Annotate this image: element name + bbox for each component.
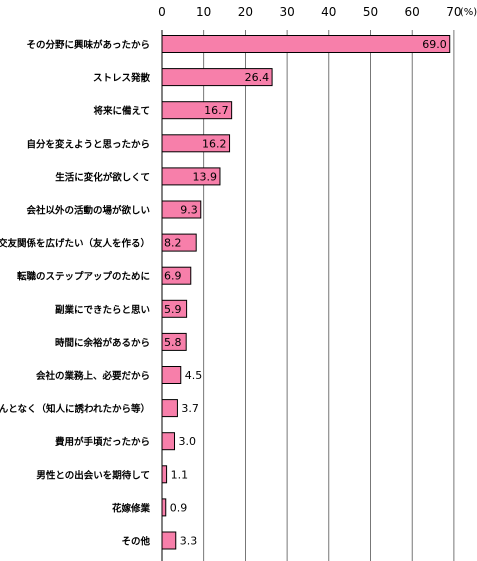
category-label: 副業にできたらと思い [55,304,150,316]
category-label: 会社以外の活動の場が欲しい [26,205,150,217]
value-label: 5.9 [164,303,182,316]
category-label: 交友関係を広げたい（友人を作る） [0,238,150,250]
bar [161,366,182,384]
unit-label: (%) [460,7,477,18]
category-labels: その分野に興味があったからストレス発散将来に備えて自分を変えようと思ったから生活… [0,39,150,548]
value-label: 3.3 [180,535,198,548]
value-label: 69.0 [422,38,447,51]
bar [161,531,177,550]
bar [161,35,451,53]
x-tick-label: 10 [196,5,211,19]
bars [161,35,451,550]
value-label: 16.2 [202,137,227,150]
gridlines [203,30,455,561]
value-label: 3.7 [181,402,199,415]
value-label: 9.3 [180,204,198,217]
bar [161,432,176,451]
category-label: 転職のステップアップのために [17,271,150,283]
category-label: 時間に余裕があるから [55,337,150,349]
value-label: 26.4 [245,71,270,84]
value-label: 6.9 [164,270,182,283]
value-label: 3.0 [179,435,197,448]
category-label: 自分を変えようと思ったから [26,138,150,150]
category-label: その他 [121,536,150,548]
value-label: 16.7 [204,104,229,117]
category-label: 生活に変化が欲しくて [55,171,150,183]
bar [161,465,168,484]
category-label: 費用が手頃だったから [55,436,150,448]
x-axis-ticks: 0 10 20 30 40 50 60 70 [158,5,461,19]
category-label: 男性との出会いを期待して [36,469,150,481]
bar [161,498,167,517]
category-label: 花嫁修業 [112,502,151,514]
category-label: 将来に備えて [93,105,150,117]
x-tick-label: 60 [405,5,420,19]
value-label: 0.9 [170,501,188,514]
x-tick-label: 30 [279,5,294,19]
value-label: 13.9 [192,170,217,183]
category-label: その分野に興味があったから [26,39,150,51]
x-tick-label: 70 [446,5,461,19]
x-tick-label: 40 [321,5,336,19]
value-label: 1.1 [171,468,189,481]
x-tick-label: 0 [158,5,166,19]
value-label: 4.5 [185,369,203,382]
bar [161,399,178,418]
value-labels: 69.0 26.4 16.7 16.2 13.9 9.3 8.2 6.9 5.9 5.8 4.5 3.… [164,38,447,548]
x-tick-label: 20 [238,5,253,19]
x-tick-label: 50 [363,5,378,19]
category-label: ストレス発散 [93,72,151,84]
category-label: 会社の業務上、必要だから [36,370,150,382]
category-label: なんとなく（知人に誘われたから等） [0,403,150,415]
value-label: 8.2 [164,237,182,250]
value-label: 5.8 [164,336,182,349]
